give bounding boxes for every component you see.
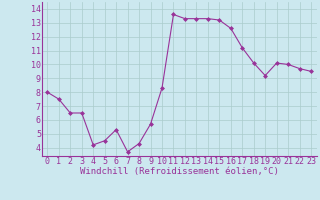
X-axis label: Windchill (Refroidissement éolien,°C): Windchill (Refroidissement éolien,°C) — [80, 167, 279, 176]
